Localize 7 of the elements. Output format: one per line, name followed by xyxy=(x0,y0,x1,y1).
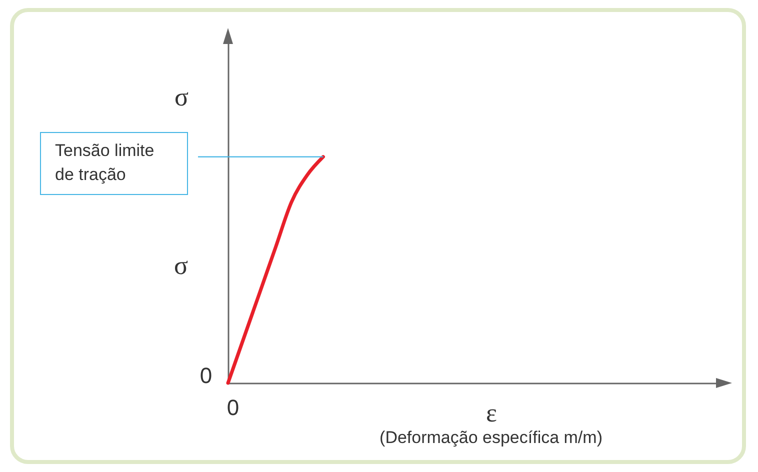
y-axis-title: σ xyxy=(174,82,189,112)
text: 0 xyxy=(226,395,240,420)
text: (Deformação específica m/m) xyxy=(380,428,602,447)
x-axis-title: ε xyxy=(486,398,498,428)
ref-line-label: Tensão limite de tração xyxy=(40,132,188,195)
text: σ xyxy=(174,251,188,280)
text: 0 xyxy=(200,363,212,388)
